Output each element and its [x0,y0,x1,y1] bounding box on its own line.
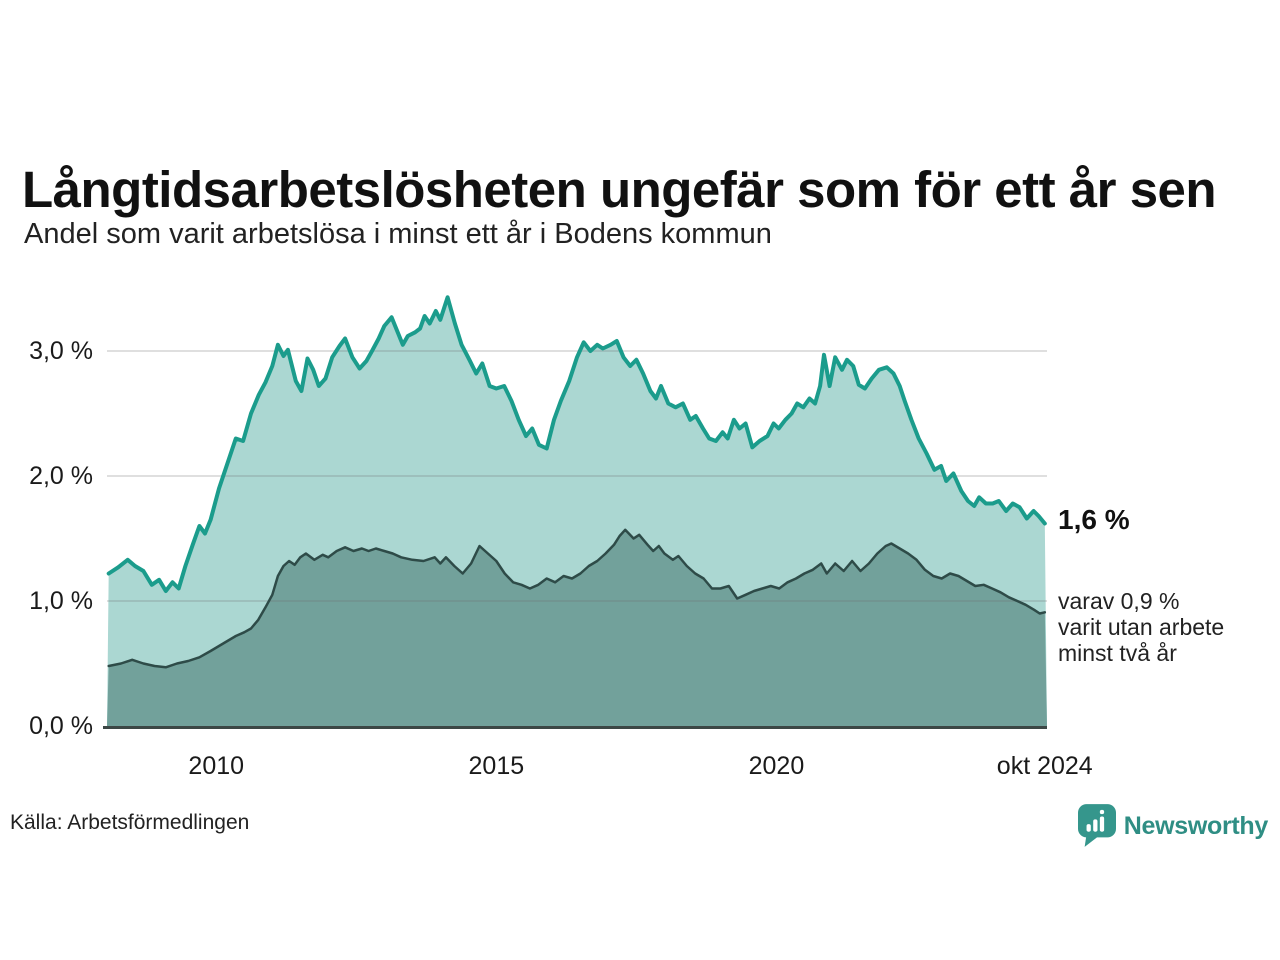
y-tick-label: 0,0 % [29,712,93,740]
source-note: Källa: Arbetsförmedlingen [10,811,250,834]
page-title: Långtidsarbetslösheten ungefär som för e… [22,161,1217,219]
line-total [106,295,1047,593]
x-tick-label: 2010 [188,752,245,780]
secondary-annotation-line: varit utan arbete [1058,614,1225,640]
y-tick-label: 2,0 % [29,462,93,490]
secondary-annotation-line: minst två år [1058,640,1177,666]
brand-logo: Newsworthy [1077,804,1269,848]
bar-chart-speech-bubble-icon [1077,804,1116,847]
x-tick-label: 2015 [468,752,525,780]
secondary-annotation-line: varav 0,9 % [1058,588,1180,614]
brand-name: Newsworthy [1123,811,1269,840]
line-two-years [107,528,1047,669]
y-tick-label: 3,0 % [29,337,93,365]
y-tick-label: 1,0 % [29,587,93,615]
secondary-annotation: varav 0,9 % varit utan arbete minst två … [1058,588,1224,666]
area-two-years-fill [107,529,1047,726]
x-tick-label: okt 2024 [996,752,1093,780]
chart-subtitle: Andel som varit arbetslösa i minst ett å… [24,218,772,250]
latest-value-label: 1,6 % [1058,504,1130,535]
x-tick-label: 2020 [748,752,805,780]
